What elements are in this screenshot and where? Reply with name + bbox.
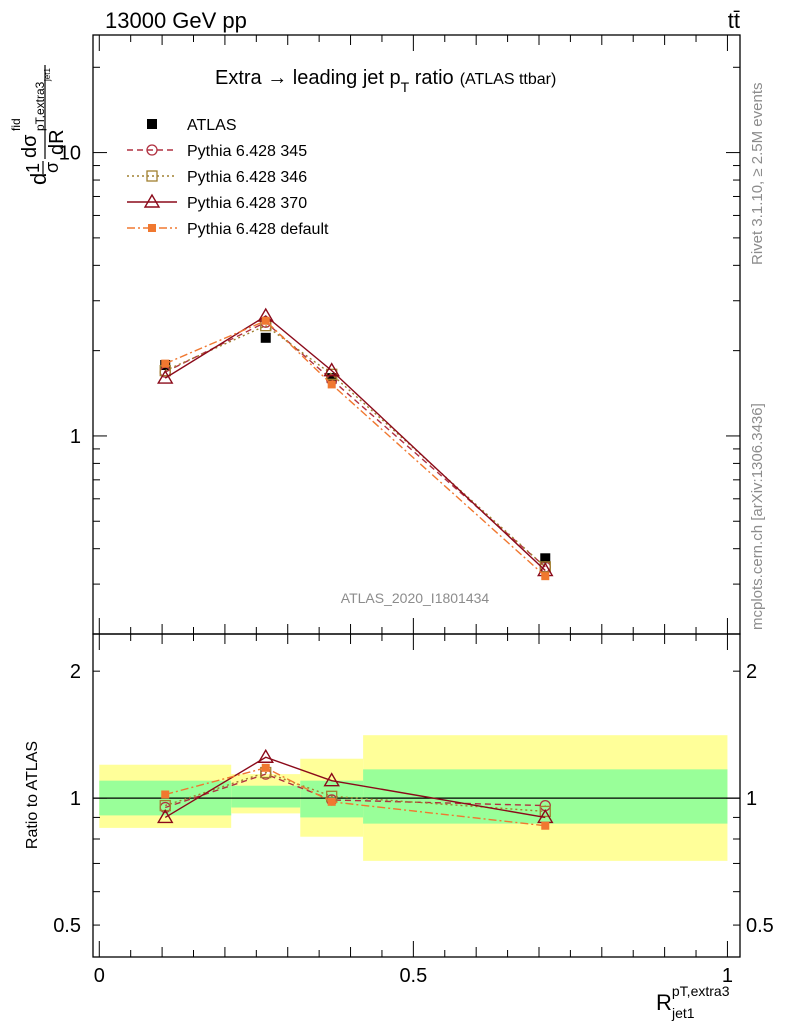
- point-p370-1: [257, 748, 274, 763]
- point-pdefault-0: [161, 359, 170, 368]
- title-pre: Extra → leading jet p: [215, 67, 401, 89]
- point-p346-2: [326, 368, 338, 380]
- series-line-pdefault: [164, 319, 546, 577]
- point-p370-2: [323, 362, 340, 377]
- ylabel-one: 1: [23, 163, 43, 173]
- legend-marker-p370: [143, 193, 161, 208]
- band-inner-1: [231, 785, 301, 808]
- legend-label-p346: Pythia 6.428 346: [187, 169, 307, 186]
- point-pdefault-1: [261, 316, 270, 325]
- mcplots-label: mcplots.cern.ch [arXiv:1306.3436]: [749, 403, 766, 630]
- ratio-ytick-label-left: 0.5: [53, 915, 81, 937]
- xtick-label: 0: [94, 965, 105, 987]
- ratio-ytick-label-right: 2: [746, 661, 757, 683]
- legend-label-p345: Pythia 6.428 345: [187, 143, 307, 160]
- analysis-id: ATLAS_2020_I1801434: [341, 590, 490, 606]
- main-panel: 1 10: [59, 34, 741, 635]
- point-p346-3: [539, 561, 551, 573]
- title-note: (ATLAS ttbar): [460, 71, 557, 88]
- ylabel-dsigma: dσ: [19, 134, 41, 158]
- series-line-p370: [164, 315, 546, 572]
- ylabel-sigma: σ: [42, 162, 62, 173]
- series-line-pdefault: [165, 767, 546, 827]
- x-axis-label: RpT,extra3 jet1: [656, 983, 730, 1021]
- main-ylabel: d 1 σ dσ fid pT,extra3 jet1 dR: [9, 65, 68, 185]
- band-inner-3: [363, 769, 728, 824]
- ylabel-ratio-num: pT,extra3: [33, 81, 47, 131]
- series-line-p370: [164, 756, 546, 819]
- title-post: ratio: [409, 67, 453, 89]
- point-data-1: [260, 332, 271, 343]
- xlabel-sub: jet1: [671, 1005, 695, 1021]
- point-p370-0: [157, 369, 174, 384]
- series-line-p345: [165, 773, 546, 809]
- rivet-label: Rivet 3.1.10, ≥ 2.5M events: [749, 83, 766, 266]
- ylabel-ratio-den: jet1: [43, 68, 52, 82]
- ylabel-dR: dR: [46, 129, 68, 155]
- main-ytick-label: 1: [70, 426, 81, 448]
- legend-label-pdefault: Pythia 6.428 default: [187, 221, 329, 238]
- legend-marker-data: [147, 119, 157, 129]
- legend-label-p370: Pythia 6.428 370: [187, 195, 307, 212]
- ratio-ytick-label-right: 1: [746, 788, 757, 810]
- point-data-3: [540, 553, 551, 564]
- xlabel-sup: pT,extra3: [672, 983, 730, 999]
- ratio-ytick-label-right: 0.5: [746, 915, 774, 937]
- point-pdefault-1: [261, 763, 270, 772]
- point-pdefault-2: [327, 797, 336, 806]
- process-label: tt̄: [728, 8, 740, 33]
- legend-marker-p345: [146, 144, 158, 156]
- xtick-label: 1: [722, 965, 733, 987]
- legend-marker-p346: [146, 170, 158, 182]
- ylabel-fid: fid: [9, 118, 23, 131]
- ratio-panel: 0.5 0.5 1 1 2 2 0 0.5 1: [53, 633, 774, 987]
- point-pdefault-3: [541, 821, 550, 830]
- series-line-p346: [164, 324, 546, 568]
- point-p370-2: [323, 772, 340, 787]
- point-pdefault-0: [161, 790, 170, 799]
- legend: ATLAS Pythia 6.428 345 Pythia 6.428 346 Pyt…: [127, 117, 329, 238]
- xlabel-base: R: [656, 990, 672, 1015]
- point-p346-3: [539, 805, 551, 818]
- xtick-label: 0.5: [399, 965, 427, 987]
- ratio-ylabel: Ratio to ATLAS: [24, 741, 41, 849]
- title-sub: T: [401, 79, 410, 95]
- energy-label: 13000 GeV pp: [105, 8, 247, 33]
- point-pdefault-3: [541, 572, 550, 581]
- ratio-ytick-label-left: 1: [70, 788, 81, 810]
- series-line-p345: [164, 321, 546, 568]
- ratio-frame: [92, 633, 741, 958]
- main-ytick-label: 10: [59, 143, 81, 165]
- legend-marker-pdefault: [148, 224, 156, 232]
- ratio-ytick-label-left: 2: [70, 661, 81, 683]
- point-data-2: [326, 373, 337, 384]
- point-p370-0: [157, 809, 174, 824]
- chart-title: Extra → leading jet pT ratio (ATLAS ttbar…: [215, 67, 556, 95]
- ylabel-d: d: [26, 173, 51, 185]
- legend-label-data: ATLAS: [187, 117, 237, 134]
- point-pdefault-2: [327, 380, 336, 389]
